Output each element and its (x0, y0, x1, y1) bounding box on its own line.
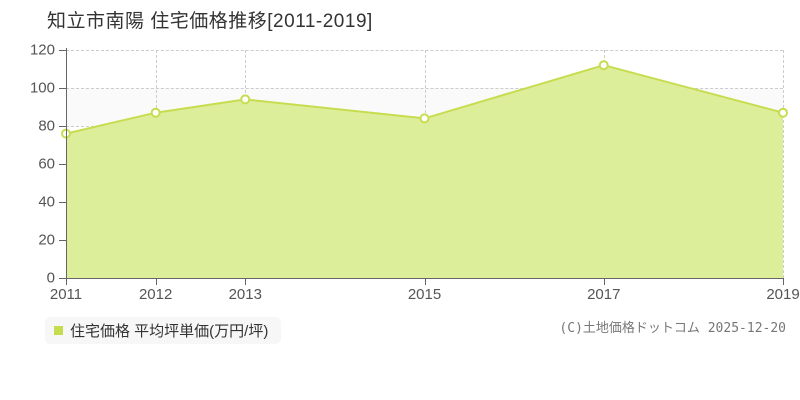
y-tick (59, 202, 66, 203)
plot-area (61, 50, 788, 278)
y-tick-label: 120 (29, 41, 55, 59)
legend-swatch-icon (54, 326, 63, 335)
data-point-marker[interactable] (778, 107, 788, 118)
data-point-marker[interactable] (598, 60, 609, 71)
y-tick-label: 0 (46, 269, 55, 287)
x-tick (603, 278, 605, 285)
y-tick (59, 278, 66, 279)
gridline-vertical (783, 50, 784, 278)
x-tick-label: 2015 (407, 286, 442, 303)
data-point-marker[interactable] (150, 107, 161, 118)
data-point-marker[interactable] (240, 94, 251, 105)
y-tick (59, 50, 66, 51)
y-tick-label: 40 (38, 193, 55, 211)
x-tick (155, 278, 157, 285)
area-fill (66, 65, 783, 278)
x-tick (245, 278, 247, 285)
series-area-line (61, 60, 788, 278)
x-tick-label: 2017 (587, 286, 621, 303)
y-tick (59, 126, 66, 127)
y-tick-label: 80 (38, 117, 55, 135)
y-tick-label: 60 (38, 155, 55, 173)
series-line (65, 64, 784, 135)
legend[interactable]: 住宅価格 平均坪単価(万円/坪) (45, 317, 282, 344)
x-tick-label: 2012 (138, 286, 173, 303)
data-point-marker[interactable] (419, 113, 430, 124)
chart-title: 知立市南陽 住宅価格推移[2011-2019] (47, 11, 373, 32)
x-tick-label: 2013 (228, 286, 262, 303)
x-tick (66, 278, 67, 285)
y-axis-labels: 0 20 40 60 80 100 120 (0, 0, 55, 400)
y-tick (59, 88, 66, 89)
credit-text: (C)土地価格ドットコム 2025-12-20 (559, 321, 786, 336)
y-axis-line (66, 48, 67, 279)
y-tick (59, 240, 66, 241)
x-tick-label: 2019 (766, 286, 800, 303)
x-tick-label: 2011 (49, 286, 83, 303)
x-tick (424, 278, 426, 285)
legend-label: 住宅価格 平均坪単価(万円/坪) (70, 323, 269, 340)
x-tick (783, 278, 784, 285)
y-tick-label: 20 (38, 231, 55, 249)
y-tick-label: 100 (29, 79, 55, 97)
y-tick (59, 164, 66, 165)
